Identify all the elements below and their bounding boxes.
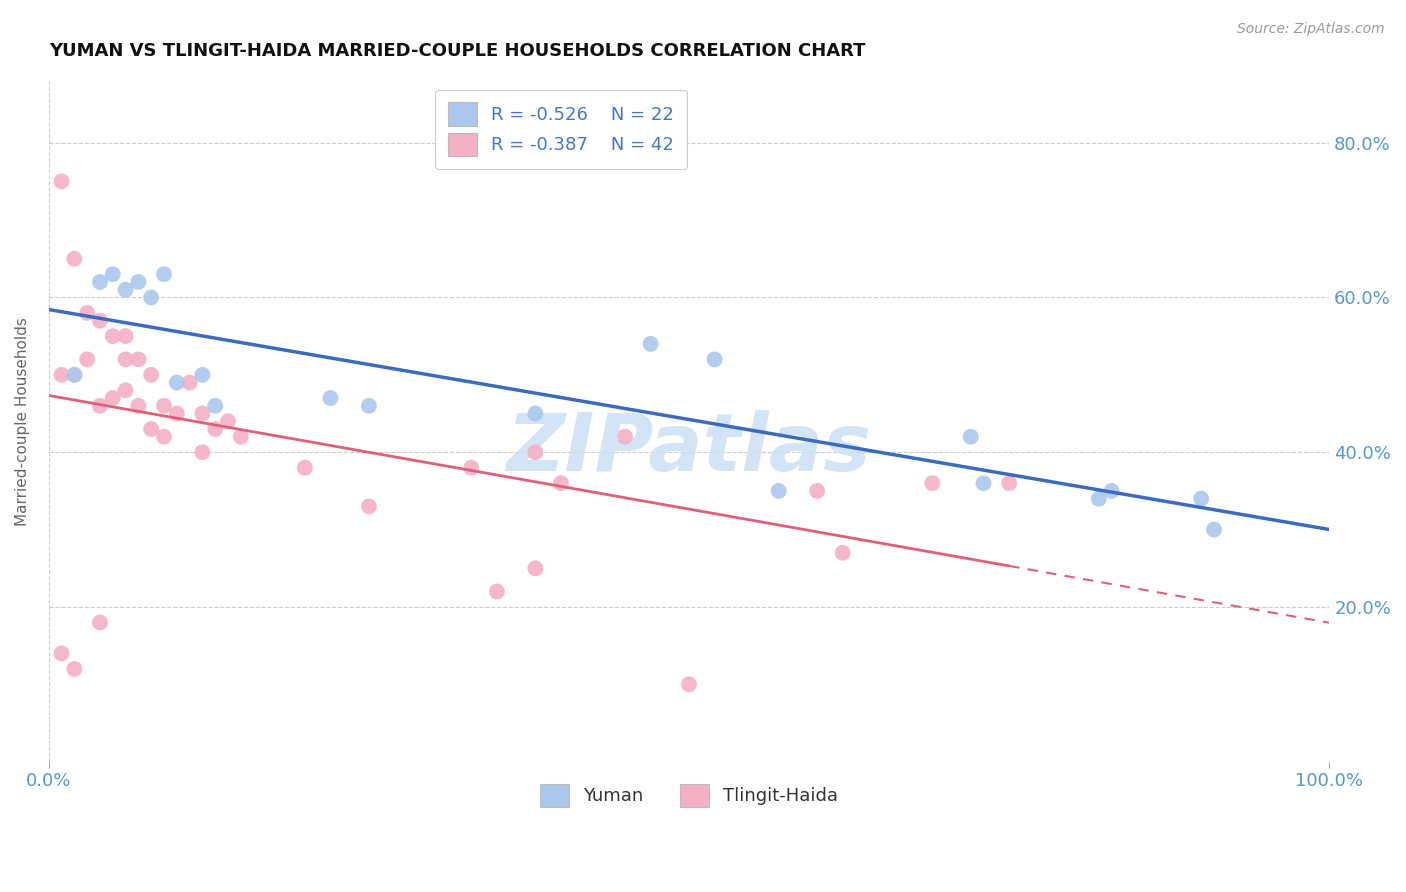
Point	[191, 445, 214, 459]
Point	[127, 352, 149, 367]
Point	[166, 407, 188, 421]
Point	[63, 368, 86, 382]
Point	[357, 500, 380, 514]
Point	[703, 352, 725, 367]
Point	[114, 352, 136, 367]
Point	[973, 476, 995, 491]
Point	[921, 476, 943, 491]
Point	[640, 337, 662, 351]
Point	[141, 368, 163, 382]
Point	[141, 422, 163, 436]
Point	[89, 275, 111, 289]
Point	[204, 422, 226, 436]
Point	[614, 430, 637, 444]
Point	[51, 174, 73, 188]
Point	[768, 483, 790, 498]
Point	[1202, 523, 1225, 537]
Point	[191, 407, 214, 421]
Point	[460, 460, 482, 475]
Point	[63, 662, 86, 676]
Point	[114, 283, 136, 297]
Point	[524, 407, 547, 421]
Point	[101, 267, 124, 281]
Point	[524, 561, 547, 575]
Text: YUMAN VS TLINGIT-HAIDA MARRIED-COUPLE HOUSEHOLDS CORRELATION CHART: YUMAN VS TLINGIT-HAIDA MARRIED-COUPLE HO…	[49, 42, 865, 60]
Point	[357, 399, 380, 413]
Point	[76, 306, 98, 320]
Text: ZIPatlas: ZIPatlas	[506, 409, 872, 488]
Point	[998, 476, 1021, 491]
Point	[1189, 491, 1212, 506]
Point	[114, 384, 136, 398]
Point	[1101, 483, 1123, 498]
Point	[153, 430, 176, 444]
Point	[51, 368, 73, 382]
Point	[166, 376, 188, 390]
Point	[217, 414, 239, 428]
Point	[89, 615, 111, 630]
Point	[229, 430, 252, 444]
Point	[1087, 491, 1109, 506]
Point	[127, 399, 149, 413]
Point	[101, 391, 124, 405]
Point	[524, 445, 547, 459]
Point	[63, 252, 86, 266]
Y-axis label: Married-couple Households: Married-couple Households	[15, 317, 30, 525]
Point	[678, 677, 700, 691]
Point	[806, 483, 828, 498]
Point	[179, 376, 201, 390]
Point	[153, 399, 176, 413]
Point	[191, 368, 214, 382]
Text: Source: ZipAtlas.com: Source: ZipAtlas.com	[1237, 22, 1385, 37]
Point	[485, 584, 508, 599]
Point	[959, 430, 981, 444]
Legend: Yuman, Tlingit-Haida: Yuman, Tlingit-Haida	[533, 776, 845, 814]
Point	[127, 275, 149, 289]
Point	[831, 546, 853, 560]
Point	[63, 368, 86, 382]
Point	[153, 267, 176, 281]
Point	[141, 290, 163, 304]
Point	[51, 647, 73, 661]
Point	[319, 391, 342, 405]
Point	[294, 460, 316, 475]
Point	[550, 476, 572, 491]
Point	[76, 352, 98, 367]
Point	[89, 399, 111, 413]
Point	[101, 329, 124, 343]
Point	[89, 313, 111, 327]
Point	[114, 329, 136, 343]
Point	[204, 399, 226, 413]
